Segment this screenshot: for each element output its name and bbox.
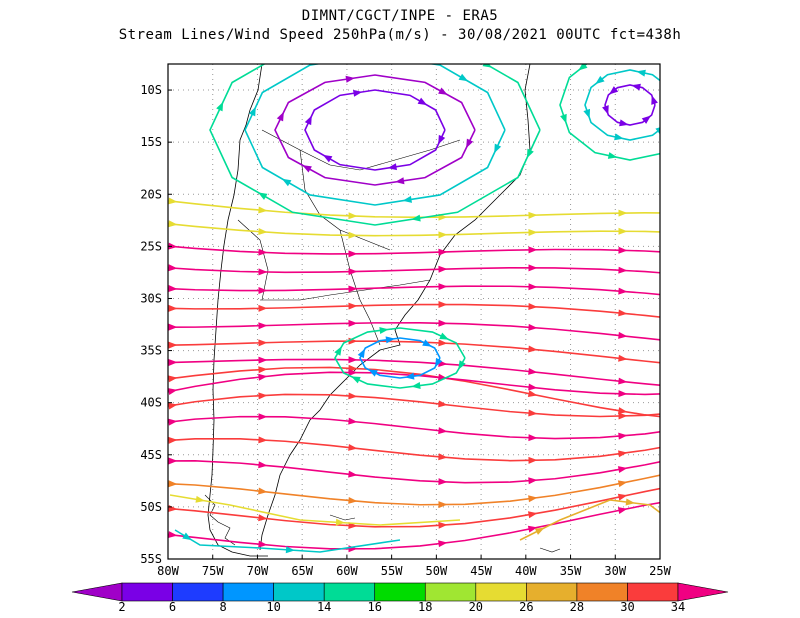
lat-tick-label: 35S bbox=[140, 344, 162, 358]
colorbar-level-label: 30 bbox=[620, 600, 634, 614]
colorbar-level-label: 6 bbox=[169, 600, 176, 614]
lat-tick-label: 25S bbox=[140, 239, 162, 253]
lat-tick-label: 20S bbox=[140, 187, 162, 201]
colorbar-box bbox=[475, 582, 527, 602]
colorbar-extend-high bbox=[677, 582, 729, 602]
axis-labels: 80W 75W 70W 65W 60W 55W 50W 45W 40W 35W 30W 25W 10S 1… bbox=[140, 83, 671, 578]
chart-title: DIMNT/CGCT/INPE - ERA5 bbox=[301, 8, 499, 24]
lon-tick-label: 35W bbox=[560, 564, 582, 578]
colorbar-level-label: 16 bbox=[368, 600, 382, 614]
lat-tick-label: 10S bbox=[140, 83, 162, 97]
lon-tick-label: 60W bbox=[336, 564, 358, 578]
colorbar-box bbox=[222, 582, 274, 602]
lon-tick-label: 70W bbox=[247, 564, 269, 578]
colorbar-boxes bbox=[71, 582, 729, 602]
colorbar-box bbox=[424, 582, 477, 602]
lat-tick-label: 55S bbox=[140, 552, 162, 566]
colorbar-level-label: 26 bbox=[519, 600, 533, 614]
lat-tick-label: 30S bbox=[140, 291, 162, 305]
colorbar-box bbox=[172, 582, 224, 602]
colorbar-box bbox=[121, 582, 173, 602]
lon-tick-label: 30W bbox=[604, 564, 626, 578]
lon-tick-label: 50W bbox=[426, 564, 448, 578]
streamlines bbox=[168, 64, 660, 554]
lon-tick-label: 75W bbox=[202, 564, 224, 578]
colorbar-level-label: 10 bbox=[266, 600, 280, 614]
colorbar-box bbox=[273, 582, 325, 602]
lon-tick-label: 25W bbox=[649, 564, 671, 578]
lon-tick-label: 45W bbox=[470, 564, 492, 578]
colorbar-level-label: 20 bbox=[469, 600, 483, 614]
coastline-outline bbox=[204, 64, 561, 557]
colorbar-level-label: 34 bbox=[671, 600, 685, 614]
colorbar-extend-low bbox=[71, 582, 123, 602]
lon-tick-label: 55W bbox=[381, 564, 403, 578]
lon-tick-label: 65W bbox=[291, 564, 313, 578]
colorbar-box bbox=[374, 582, 426, 602]
lat-tick-label: 50S bbox=[140, 500, 162, 514]
colorbar-box bbox=[627, 582, 679, 602]
lon-tick-label: 80W bbox=[157, 564, 179, 578]
map-grid bbox=[168, 64, 660, 559]
chart-subtitle: Stream Lines/Wind Speed 250hPa(m/s) - 30… bbox=[118, 27, 682, 43]
colorbar-level-label: 14 bbox=[317, 600, 331, 614]
colorbar-level-label: 2 bbox=[118, 600, 125, 614]
colorbar-box bbox=[526, 582, 578, 602]
colorbar-box bbox=[576, 582, 628, 602]
colorbar-box bbox=[323, 582, 376, 602]
colorbar-labels: 2 6 8 10 14 16 18 20 26 28 30 34 bbox=[118, 600, 685, 614]
colorbar-level-label: 28 bbox=[570, 600, 584, 614]
lat-tick-label: 15S bbox=[140, 135, 162, 149]
colorbar-level-label: 18 bbox=[418, 600, 432, 614]
lon-tick-label: 40W bbox=[515, 564, 537, 578]
map-frame bbox=[167, 63, 661, 560]
lat-tick-label: 45S bbox=[140, 448, 162, 462]
colorbar-level-label: 8 bbox=[219, 600, 226, 614]
lat-tick-label: 40S bbox=[140, 396, 162, 410]
